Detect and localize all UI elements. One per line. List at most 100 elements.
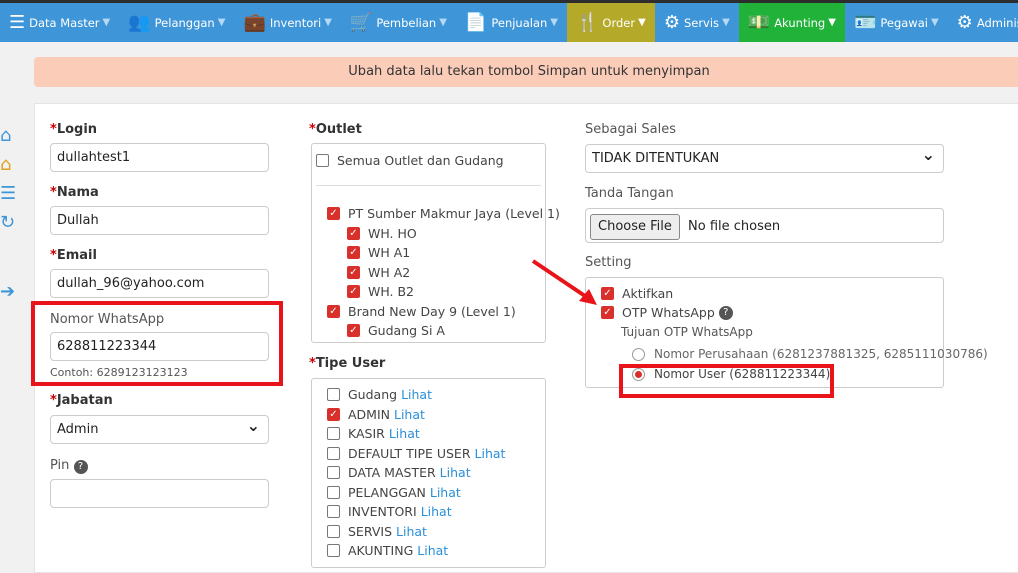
home-icon[interactable]: ⌂	[0, 125, 12, 146]
briefcase-icon: 💼	[243, 12, 266, 33]
checkbox-outlet[interactable]: ✓ WH A2	[347, 265, 410, 280]
nav-servis[interactable]: ⚙ Servis ▼	[655, 3, 739, 42]
checkbox-tipe-user[interactable]: DATA MASTER Lihat	[327, 465, 471, 480]
top-nav: ☰ Data Master ▼ 👥 Pelanggan ▼ 💼 Inventori ▼ 🛒 Pemb…	[0, 0, 1018, 42]
checkbox-tipe-user[interactable]: ✓ ADMIN Lihat	[327, 407, 425, 422]
chevron-down-icon: ▼	[638, 17, 646, 28]
checkbox-tipe-user[interactable]: AKUNTING Lihat	[327, 543, 448, 558]
email-label: *Email	[50, 248, 97, 263]
login-input[interactable]: dullahtest1	[50, 143, 269, 172]
nav-label: Pembelian	[376, 15, 437, 30]
money-icon: 💵	[747, 12, 771, 33]
login-label: *Login	[50, 122, 98, 137]
lihat-link[interactable]: Lihat	[417, 543, 449, 558]
gear-icon: ⚙	[956, 12, 973, 33]
radio-user[interactable]: Nomor User (628811223344)	[632, 367, 830, 381]
arrow-annotation	[531, 259, 597, 305]
users-icon: 👥	[128, 12, 151, 33]
checkbox-tipe-user[interactable]: PELANGGAN Lihat	[327, 485, 461, 500]
checkbox-outlet[interactable]: ✓ WH. HO	[347, 226, 417, 241]
gears-icon: ⚙	[663, 12, 680, 33]
arrow-right-icon[interactable]: ➔	[0, 281, 16, 302]
nama-label: *Nama	[50, 185, 99, 200]
wa-input[interactable]: 628811223344	[50, 332, 269, 361]
chevron-down-icon: ▼	[324, 17, 332, 28]
file-input[interactable]: Choose File No file chosen	[585, 208, 944, 243]
jabatan-label: *Jabatan	[50, 393, 113, 408]
help-icon[interactable]: ?	[718, 305, 733, 320]
checkbox-tipe-user[interactable]: KASIR Lihat	[327, 426, 420, 441]
checkbox-outlet[interactable]: ✓ Brand New Day 9 (Level 1)	[327, 304, 516, 319]
no-file-text: No file chosen	[688, 219, 781, 234]
checkbox-outlet[interactable]: ✓ WH A1	[347, 245, 410, 260]
help-icon[interactable]: ?	[73, 460, 88, 474]
tipe-list: Gudang Lihat ✓ ADMIN Lihat KASIR Lihat DEFAULT …	[311, 378, 546, 568]
nav-pembelian[interactable]: 🛒 Pembelian ▼	[341, 3, 456, 42]
lihat-link[interactable]: Lihat	[439, 465, 471, 480]
checkbox-tipe-user[interactable]: DEFAULT TIPE USER Lihat	[327, 446, 505, 461]
notice-banner: Ubah data lalu tekan tombol Simpan untuk…	[34, 57, 1018, 87]
nav-inventori[interactable]: 💼 Inventori ▼	[234, 3, 340, 42]
checkbox-tipe-user[interactable]: Gudang Lihat	[327, 387, 432, 402]
lihat-link[interactable]: Lihat	[394, 406, 425, 422]
checkbox-outlet[interactable]: ✓ WH. B2	[347, 284, 414, 299]
setting-box: ✓ Aktifkan ✓ OTP WhatsApp ? Tujuan OTP Wha…	[585, 277, 988, 388]
id-card-icon: 🪪	[853, 12, 877, 33]
lihat-link[interactable]: Lihat	[474, 445, 506, 461]
tujuan-label: Tujuan OTP WhatsApp	[621, 325, 753, 339]
nav-penjualan[interactable]: 📄 Penjualan ▼	[456, 3, 567, 42]
lihat-link[interactable]: Lihat	[388, 426, 420, 441]
cart-icon: 🛒	[349, 12, 373, 33]
setting-label: Setting	[585, 255, 632, 270]
nav-order[interactable]: 🍴 Order ▼	[567, 3, 655, 42]
chevron-down-icon: ▼	[550, 17, 558, 28]
checkbox-outlet[interactable]: ✓ Gudang Si A	[347, 323, 445, 338]
checkbox-tipe-user[interactable]: SERVIS Lihat	[327, 524, 427, 539]
nav-akunting[interactable]: 💵 Akunting ▼	[738, 3, 845, 42]
list-icon[interactable]: ☰	[0, 183, 17, 204]
nav-label: Penjualan	[491, 15, 548, 30]
jabatan-select[interactable]: Admin	[50, 412, 269, 444]
nav-label: Servis	[683, 15, 720, 30]
radio-perusahaan[interactable]: Nomor Perusahaan (6281237881325, 6285111…	[632, 347, 988, 361]
ttd-label: Tanda Tangan	[585, 186, 674, 201]
chevron-down-icon: ▼	[930, 17, 939, 28]
outlet-list: Semua Outlet dan Gudang ✓ PT Sumber Makmu…	[311, 143, 560, 343]
sales-select[interactable]: TIDAK DITENTUKAN	[585, 141, 944, 173]
checkbox-all-outlets[interactable]: Semua Outlet dan Gudang	[316, 153, 504, 168]
highlight-box	[619, 364, 834, 398]
chevron-down-icon: ▼	[217, 17, 226, 28]
checkbox-aktifkan[interactable]: ✓ Aktifkan	[601, 286, 673, 301]
nav-pegawai[interactable]: 🪪 Pegawai ▼	[845, 3, 948, 42]
nav-label: Inventori	[269, 15, 322, 30]
sidebar: ⌂ ⌂ ☰ ↻ ➔	[0, 125, 16, 310]
chevron-down-icon: ▼	[722, 17, 730, 28]
house-icon[interactable]: ⌂	[0, 154, 12, 175]
email-input[interactable]: dullah_96@yahoo.com	[50, 269, 269, 298]
nav-administrato[interactable]: ⚙Administrato	[948, 3, 1018, 42]
nav-pelanggan[interactable]: 👥 Pelanggan ▼	[119, 3, 234, 42]
choose-file-button[interactable]: Choose File	[590, 214, 680, 240]
form-panel: *Login dullahtest1 *Nama Dullah *Email d…	[31, 103, 1018, 573]
nama-input[interactable]: Dullah	[50, 206, 269, 235]
checkbox-otp[interactable]: ✓ OTP WhatsApp ?	[601, 305, 733, 320]
checkbox-tipe-user[interactable]: INVENTORI Lihat	[327, 504, 452, 519]
refresh-icon[interactable]: ↻	[0, 212, 16, 233]
pin-label: Pin ?	[50, 458, 88, 474]
checkbox-outlet[interactable]: ✓ PT Sumber Makmur Jaya (Level 1)	[327, 206, 560, 221]
lihat-link[interactable]: Lihat	[396, 523, 427, 539]
document-icon: 📄	[464, 12, 488, 33]
cutlery-icon: 🍴	[576, 12, 599, 33]
outlet-label: *Outlet	[309, 122, 362, 137]
lihat-link[interactable]: Lihat	[429, 484, 461, 500]
list-icon: ☰	[9, 12, 26, 33]
pin-input[interactable]	[50, 479, 269, 508]
sales-label: Sebagai Sales	[585, 122, 677, 137]
nav-data-master[interactable]: ☰ Data Master ▼	[0, 3, 119, 42]
chevron-down-icon: ▼	[102, 17, 111, 28]
lihat-link[interactable]: Lihat	[420, 504, 452, 519]
tipe-label: *Tipe User	[309, 356, 386, 371]
nav-label: Akunting	[774, 15, 826, 30]
lihat-link[interactable]: Lihat	[401, 387, 432, 402]
nav-label: Data Master	[29, 15, 100, 30]
